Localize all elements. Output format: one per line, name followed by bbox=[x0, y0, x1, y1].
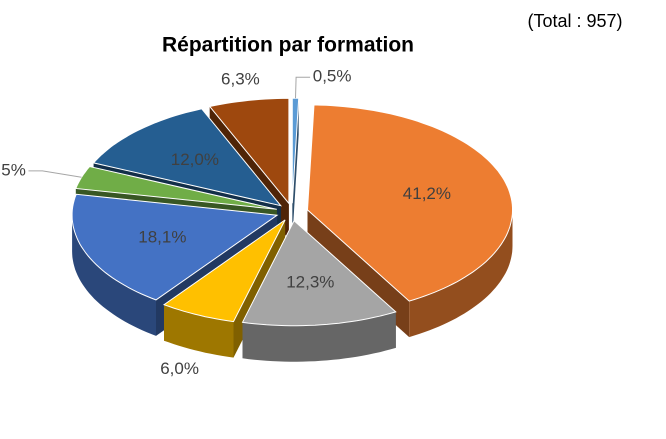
slice-top bbox=[208, 97, 290, 205]
slice-top bbox=[92, 108, 283, 207]
slice-top bbox=[71, 193, 279, 301]
data-label: 0,5% bbox=[313, 67, 352, 86]
slice bbox=[241, 219, 397, 362]
slice bbox=[291, 97, 300, 240]
slice-top bbox=[162, 219, 286, 323]
slice-top bbox=[306, 104, 513, 302]
data-label: 6,3% bbox=[221, 69, 260, 88]
data-label: 3,5% bbox=[0, 160, 26, 179]
slice-top bbox=[241, 219, 397, 327]
slice-wall bbox=[242, 311, 396, 362]
slice-wall bbox=[409, 209, 513, 338]
data-label: 6,0% bbox=[160, 359, 199, 378]
leader-line bbox=[28, 170, 82, 178]
slice bbox=[162, 219, 286, 358]
data-label: 12,0% bbox=[171, 150, 219, 169]
slice-wall bbox=[164, 304, 234, 358]
chart-title: Répartition par formation bbox=[162, 34, 414, 57]
leader-line bbox=[295, 76, 311, 99]
slice-wall bbox=[72, 215, 156, 336]
data-label: 12,3% bbox=[286, 273, 334, 292]
slice-side bbox=[292, 98, 299, 240]
data-label: 18,1% bbox=[138, 227, 186, 246]
data-label: 41,2% bbox=[403, 184, 451, 203]
annotation: (Total : 957) bbox=[527, 11, 622, 31]
